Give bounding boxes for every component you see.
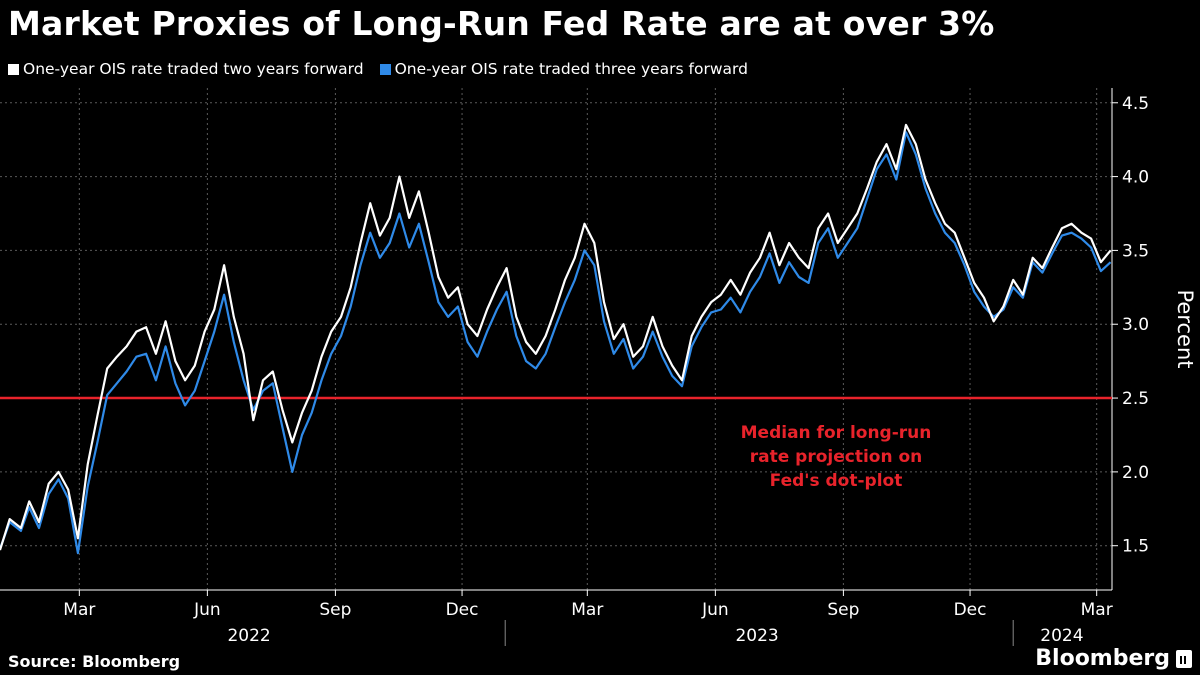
grid-layer xyxy=(0,88,1112,590)
reference-annotation-line: Median for long-run xyxy=(741,423,932,443)
x-tick-label: Sep xyxy=(319,600,351,620)
legend-swatch-three-year xyxy=(379,63,391,75)
source-note: Source: Bloomberg xyxy=(8,652,181,671)
chart-legend: One-year OIS rate traded two years forwa… xyxy=(8,60,764,78)
y-tick-label: 4.5 xyxy=(1122,94,1149,114)
x-tick-label: Jun xyxy=(701,600,729,620)
brand-logo: Bloomberg xyxy=(1035,646,1192,671)
y-tick-label: 3.0 xyxy=(1122,315,1149,335)
series-layer xyxy=(0,123,1112,555)
year-label: 2022 xyxy=(227,626,270,646)
year-label: 2023 xyxy=(735,626,778,646)
x-tick-label: Dec xyxy=(446,600,479,620)
series-line-three-year-forward xyxy=(0,131,1112,555)
legend-item-two-year: One-year OIS rate traded two years forwa… xyxy=(8,60,364,78)
axis-layer: 1.5 2.0 2.5 3.0 3.5 4.0 4.5 Mar Jun Sep Dec Mar Jun S… xyxy=(0,88,1197,646)
y-axis-title: Percent xyxy=(1173,289,1197,368)
y-tick-label: 2.0 xyxy=(1122,463,1149,483)
legend-label-two-year: One-year OIS rate traded two years forwa… xyxy=(23,60,364,78)
legend-label-three-year: One-year OIS rate traded three years for… xyxy=(394,60,748,78)
x-tick-label: Sep xyxy=(827,600,859,620)
chart-title: Market Proxies of Long-Run Fed Rate are … xyxy=(8,4,995,43)
year-label: 2024 xyxy=(1040,626,1083,646)
x-tick-label: Mar xyxy=(571,600,603,620)
x-tick-label: Mar xyxy=(1081,600,1113,620)
x-tick-label: Mar xyxy=(63,600,95,620)
y-tick-label: 1.5 xyxy=(1122,537,1149,557)
series-line-two-year-forward xyxy=(0,123,1112,551)
brand-badge-icon xyxy=(1176,649,1192,668)
reference-annotation-line: rate projection on xyxy=(750,447,923,467)
y-tick-label: 2.5 xyxy=(1122,389,1149,409)
annotation-layer: Median for long-run rate projection on Fed… xyxy=(741,423,932,491)
brand-name: Bloomberg xyxy=(1035,646,1170,671)
legend-item-three-year: One-year OIS rate traded three years for… xyxy=(379,60,748,78)
x-tick-label: Jun xyxy=(193,600,221,620)
legend-swatch-two-year xyxy=(8,63,19,75)
y-tick-label: 4.0 xyxy=(1122,168,1149,188)
reference-annotation-line: Fed's dot-plot xyxy=(770,471,903,491)
x-tick-label: Dec xyxy=(954,600,987,620)
y-tick-label: 3.5 xyxy=(1122,241,1149,261)
